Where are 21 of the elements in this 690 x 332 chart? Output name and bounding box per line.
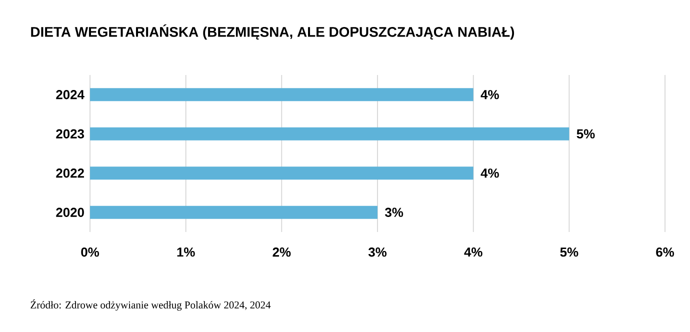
x-tick-label: 0% xyxy=(81,248,100,257)
y-tick-label: 2024 xyxy=(56,90,84,100)
data-label: 5% xyxy=(576,129,595,138)
data-label: 4% xyxy=(480,168,499,178)
y-tick-label: 2020 xyxy=(56,208,84,217)
x-tick-label: 5% xyxy=(560,248,578,257)
bar xyxy=(90,206,378,219)
x-tick-label: 2% xyxy=(272,248,291,257)
text: Źródło: Zdrowe odżywianie według Polaków 2024, 2024 xyxy=(30,299,271,311)
x-tick-label: 3% xyxy=(368,248,387,257)
y-tick-label: 2022 xyxy=(56,168,84,178)
y-tick-label: 2023 xyxy=(56,129,84,138)
bar xyxy=(90,166,474,180)
bar xyxy=(90,88,474,102)
chart-title: DIETA WEGETARIAŃSKA (BEZMIĘSNA, ALE DOPUSZCZAJĄCA NABIAŁ) xyxy=(31,24,514,40)
data-label: 3% xyxy=(385,208,404,217)
x-tick-label: 6% xyxy=(656,248,674,257)
bar xyxy=(90,127,570,140)
data-label: 4% xyxy=(480,90,499,100)
x-tick-label: 4% xyxy=(464,248,482,257)
x-tick-label: 1% xyxy=(177,248,195,257)
